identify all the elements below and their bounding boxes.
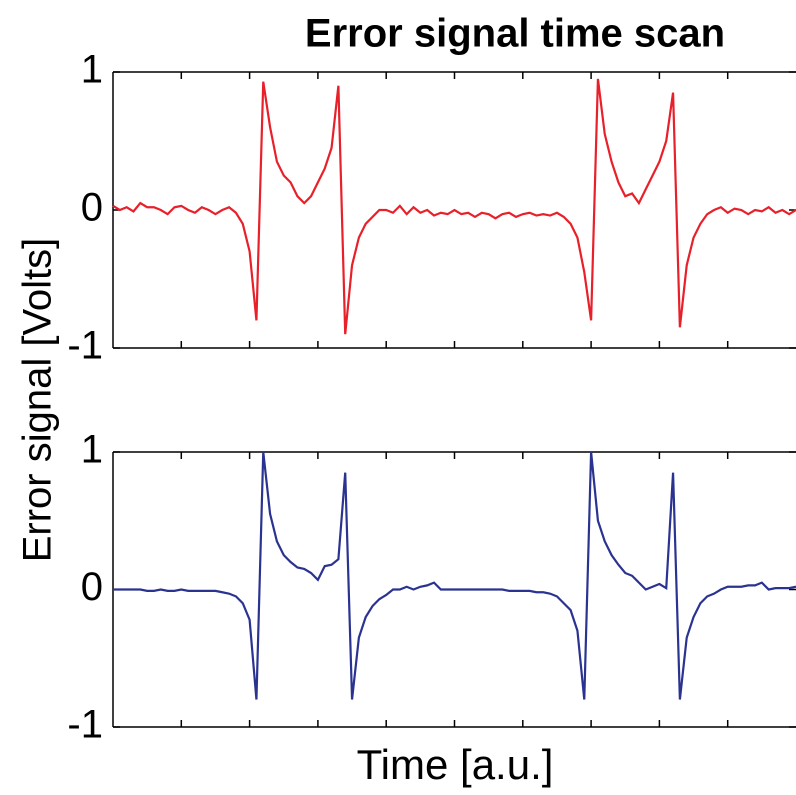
signal-line bbox=[112, 78, 796, 335]
axes-frame bbox=[112, 71, 796, 349]
y-tick-label: -1 bbox=[67, 324, 103, 368]
x-axis-label: Time [a.u.] bbox=[357, 741, 554, 788]
y-tick-label: 0 bbox=[81, 565, 103, 609]
axes-frame bbox=[112, 451, 796, 728]
y-tick-label: 1 bbox=[81, 428, 103, 472]
y-tick-label: -1 bbox=[67, 703, 103, 747]
y-axis-label: Error signal [Volts] bbox=[16, 238, 60, 563]
chart-title: Error signal time scan bbox=[305, 12, 725, 56]
y-tick-label: 1 bbox=[81, 48, 103, 92]
y-tick-label: 0 bbox=[81, 186, 103, 230]
signal-line bbox=[113, 451, 796, 700]
